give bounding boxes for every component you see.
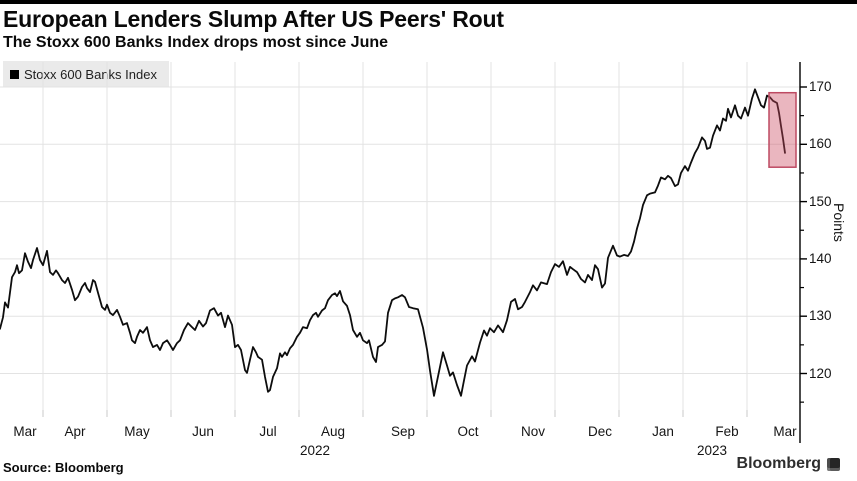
y-tick-label: 130 (809, 308, 832, 324)
legend-label: Stoxx 600 Banks Index (24, 66, 157, 82)
chart-subtitle: The Stoxx 600 Banks Index drops most sin… (3, 34, 389, 51)
x-tick-label: Mar (773, 424, 797, 439)
x-tick-label: Aug (320, 424, 346, 439)
slump-highlight-box (768, 91, 797, 168)
year-label: 2022 (299, 443, 331, 458)
y-tick-label: 150 (809, 193, 832, 209)
bloomberg-watermark: Bloomberg (737, 455, 840, 473)
x-tick-label: Dec (587, 424, 612, 439)
x-tick-label: Feb (715, 424, 739, 439)
y-tick-label: 140 (809, 250, 832, 266)
source-label: Source: Bloomberg (3, 460, 124, 475)
x-tick-label: Sep (390, 424, 416, 439)
legend-swatch-icon (10, 69, 19, 79)
bloomberg-watermark-text: Bloomberg (736, 455, 821, 472)
y-tick-label: 160 (809, 136, 832, 152)
x-tick-label: Jul (259, 424, 277, 439)
x-tick-label: Jan (652, 424, 674, 439)
y-tick-label: 170 (809, 79, 832, 94)
y-axis-title: Points (831, 203, 847, 242)
page-title: European Lenders Slump After US Peers' R… (3, 6, 504, 32)
x-tick-label: Mar (13, 424, 37, 439)
x-tick-label: Nov (520, 424, 545, 439)
x-tick-label: May (124, 424, 150, 439)
bloomberg-logo-icon (827, 457, 840, 471)
x-tick-label: Oct (457, 424, 479, 439)
top-accent-bar (0, 0, 857, 4)
x-tick-label: Jun (192, 424, 214, 439)
y-tick-label: 120 (809, 365, 832, 381)
year-label: 2023 (696, 443, 728, 458)
x-tick-label: Apr (64, 424, 86, 439)
legend: Stoxx 600 Banks Index (3, 61, 169, 87)
index-line (0, 88, 786, 397)
